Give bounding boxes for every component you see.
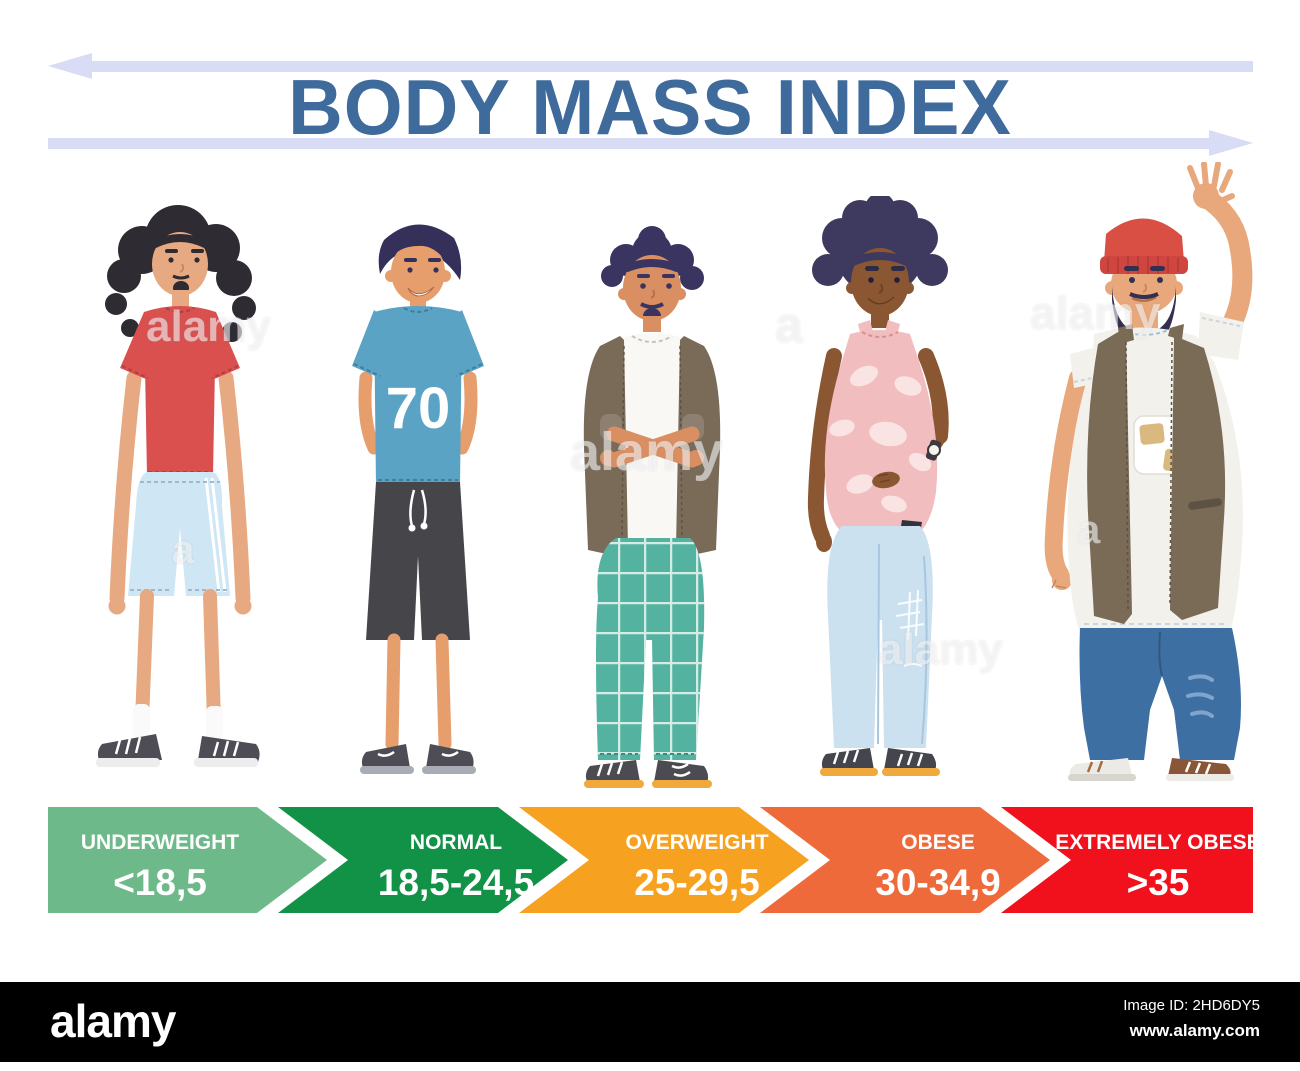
arms xyxy=(109,370,251,606)
figure-obese-woman xyxy=(807,196,949,776)
scale-range: <18,5 xyxy=(113,862,207,903)
sock-left xyxy=(133,704,150,738)
alamy-logo: alamy xyxy=(50,995,176,1047)
face xyxy=(846,248,914,316)
neck xyxy=(172,290,189,310)
face xyxy=(385,234,451,303)
scale-range: >35 xyxy=(1127,862,1190,903)
brown-vest xyxy=(1087,324,1226,624)
arrow-left-head xyxy=(48,53,92,79)
light-jeans xyxy=(827,520,933,748)
title-arrow-top xyxy=(48,53,1253,79)
shoes-yellow-sole xyxy=(584,760,712,788)
scale-item-obese: OBESE 30-34,9 xyxy=(760,807,1050,913)
figure-normal-man: 70 xyxy=(352,224,484,774)
footer-info: Image ID: 2HD6DY5 www.alamy.com xyxy=(1123,997,1260,1041)
sneakers xyxy=(360,744,476,774)
scale-item-overweight: OVERWEIGHT 25-29,5 xyxy=(519,807,809,913)
bmi-scale: UNDERWEIGHT <18,5 NORMAL 18,5-24,5 OVERW… xyxy=(48,807,1253,913)
vest-pocket xyxy=(1188,498,1222,510)
sock-right xyxy=(206,706,223,740)
scale-item-normal: NORMAL 18,5-24,5 xyxy=(278,807,568,913)
alamy-footer-bar: alamy Image ID: 2HD6DY5 www.alamy.com xyxy=(0,982,1300,1062)
scale-item-extremely-obese: EXTREMELY OBESE >35 xyxy=(1001,807,1253,913)
sneakers xyxy=(96,734,260,767)
scale-label: OBESE xyxy=(901,831,975,854)
red-tshirt xyxy=(120,306,240,476)
brown-cardigan xyxy=(583,336,721,556)
hair xyxy=(378,224,462,280)
scale-label: EXTREMELY OBESE xyxy=(1055,831,1253,854)
jeans-scratches xyxy=(1186,674,1214,718)
leaf-pattern xyxy=(829,365,932,513)
figure-underweight-man xyxy=(96,205,260,767)
neck xyxy=(643,316,661,332)
scale-label: NORMAL xyxy=(410,831,502,854)
scale-item-underweight: UNDERWEIGHT <18,5 xyxy=(48,807,327,913)
jeans-scratches xyxy=(895,589,925,667)
neck xyxy=(871,310,889,328)
pink-leaf-tank xyxy=(824,320,938,532)
face xyxy=(618,255,686,324)
shoes xyxy=(1068,758,1234,781)
scale-label: UNDERWEIGHT xyxy=(81,831,239,854)
jersey-number: 70 xyxy=(386,376,451,441)
scale-range: 25-29,5 xyxy=(634,862,760,903)
scale-range: 18,5-24,5 xyxy=(378,862,534,903)
checked-pants xyxy=(596,538,705,760)
white-tank xyxy=(616,333,688,544)
figure-overweight-man xyxy=(583,226,721,788)
crossed-arms xyxy=(600,414,704,468)
left-arm xyxy=(1044,369,1087,590)
arms xyxy=(358,371,478,455)
scale-label: OVERWEIGHT xyxy=(625,831,768,854)
alamy-url: www.alamy.com xyxy=(1129,1021,1260,1040)
image-id: Image ID: 2HD6DY5 xyxy=(1123,997,1260,1014)
raised-waving-arm xyxy=(1187,162,1253,360)
blue-jeans xyxy=(1079,628,1241,760)
legs xyxy=(135,589,221,727)
left-arm xyxy=(807,348,842,552)
dark-shorts xyxy=(366,482,470,640)
legs xyxy=(385,633,452,751)
sneakers-orange-sole xyxy=(820,748,940,776)
figure-extremely-obese-man xyxy=(1044,162,1253,781)
hand-and-watch xyxy=(872,439,942,489)
neck xyxy=(1130,312,1158,330)
face xyxy=(152,232,208,296)
title-arrow-bottom xyxy=(48,130,1253,156)
blue-shorts xyxy=(128,472,230,596)
arrow-right-head xyxy=(1209,130,1253,156)
scale-range: 30-34,9 xyxy=(875,862,1001,903)
beanie xyxy=(1104,218,1184,262)
page-title: BODY MASS INDEX xyxy=(288,63,1012,151)
blue-tshirt: 70 xyxy=(352,306,484,486)
